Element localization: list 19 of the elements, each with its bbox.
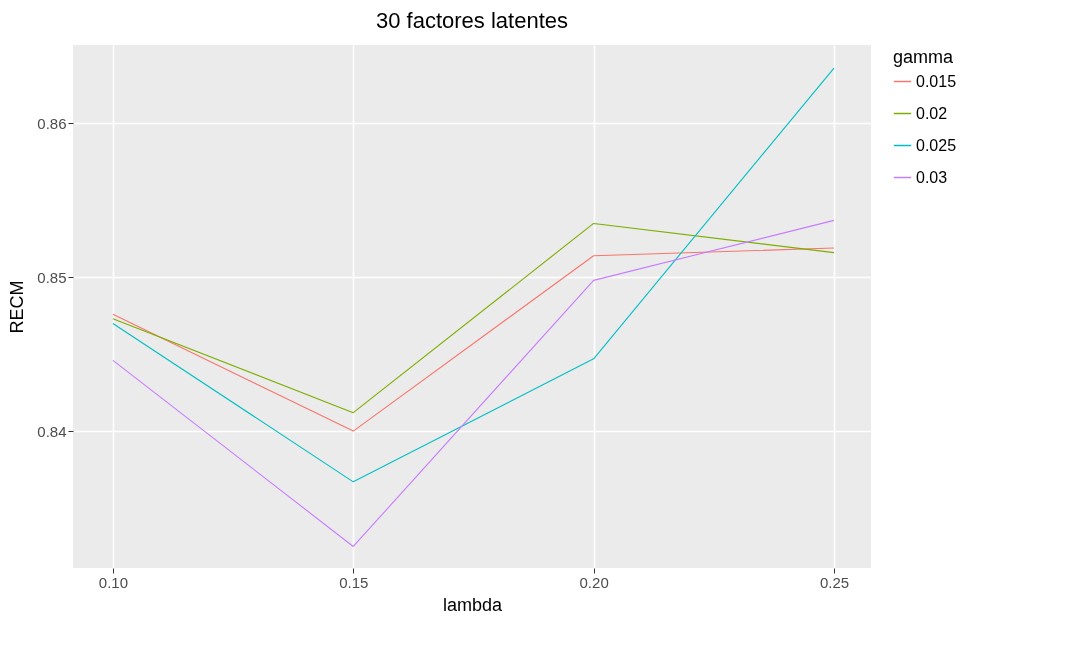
chart-title: 30 factores latentes	[375, 8, 569, 33]
line-series	[112, 247, 835, 432]
x-tick-label: 0.10	[98, 573, 128, 591]
x-tick-label: 0.15	[339, 573, 369, 591]
line-series	[112, 67, 835, 483]
y-tick-label: 0.85	[37, 268, 67, 286]
legend-label: 0.025	[916, 136, 957, 154]
x-axis-title: lambda	[442, 594, 503, 615]
line-series	[112, 222, 835, 414]
x-tick-label: 0.20	[579, 573, 609, 591]
y-tick-label: 0.84	[37, 422, 67, 440]
x-tick-label: 0.25	[819, 573, 850, 591]
legend-title: gamma	[893, 47, 955, 67]
y-tick-label: 0.86	[37, 114, 67, 132]
legend-label: 0.015	[916, 72, 957, 90]
legend-label: 0.03	[916, 168, 948, 186]
legend-label: 0.02	[916, 104, 948, 122]
line-series	[112, 219, 835, 548]
y-axis-title: RECM	[7, 280, 28, 334]
